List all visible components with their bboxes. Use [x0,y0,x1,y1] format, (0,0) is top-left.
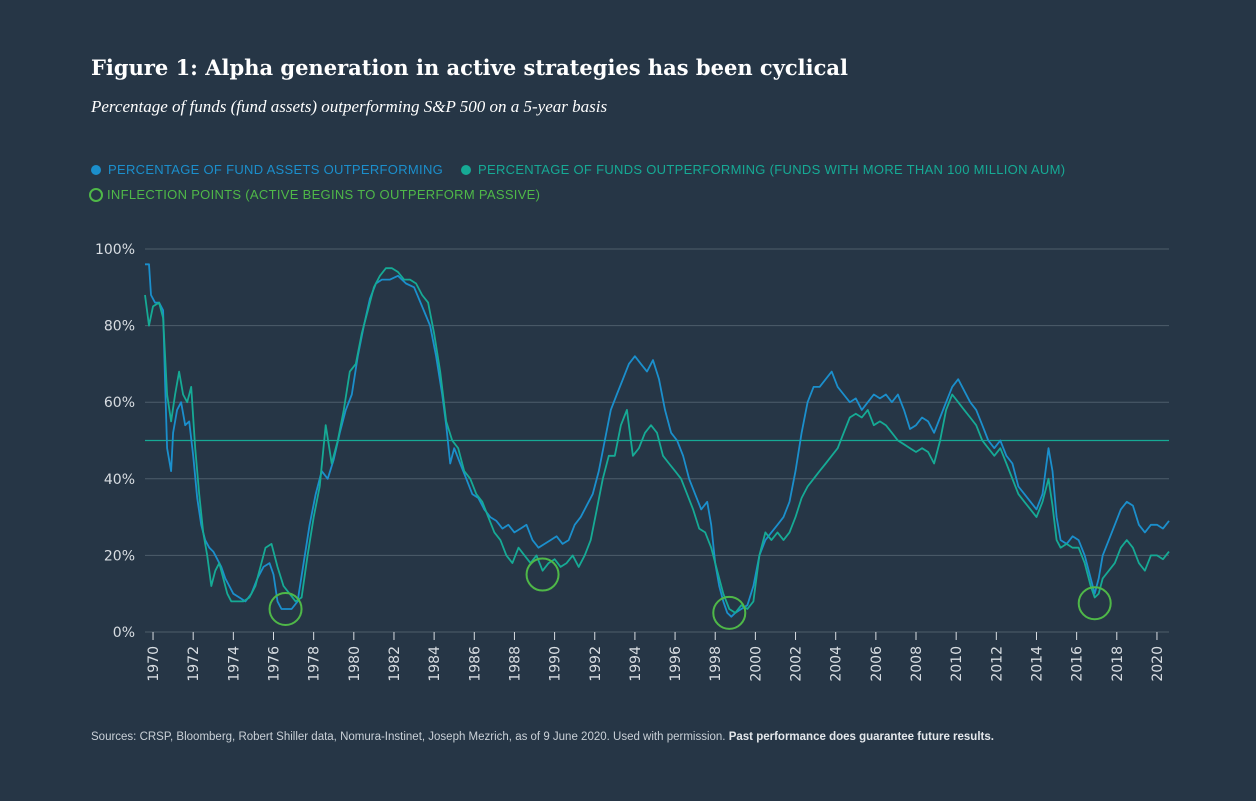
x-tick-label: 2004 [829,646,845,682]
chart-subtitle: Percentage of funds (fund assets) outper… [91,97,608,116]
x-tick-label: 2006 [869,646,885,682]
x-tick-label: 2014 [1029,646,1045,682]
x-tick-label: 1994 [628,646,644,682]
chart-title: Figure 1: Alpha generation in active str… [91,55,849,80]
x-tick-label: 1974 [226,646,242,682]
x-tick-label: 2016 [1070,646,1086,682]
series-line-fund-assets [145,263,1170,618]
x-tick-label: 1978 [307,646,323,682]
legend-marker-inflection [89,187,103,202]
x-tick-label: 1992 [588,646,604,682]
x-tick-label: 2008 [909,646,925,682]
source-text: Sources: CRSP, Bloomberg, Robert Shiller… [91,731,726,743]
x-tick-label: 2020 [1150,646,1166,682]
source-disclaimer: Past performance does guarantee future r… [728,731,994,743]
inflection-point-marker [268,592,303,627]
x-tick-label: 1998 [708,646,724,682]
x-tick-label: 1984 [427,646,443,682]
x-tick-label: 1986 [467,646,483,682]
x-tick-label: 1982 [387,646,403,682]
x-tick-label: 1976 [267,646,283,682]
legend-label-funds: PERCENTAGE OF FUNDS OUTPERFORMING (FUNDS… [478,162,1066,177]
y-tick-label: 40% [104,472,135,488]
legend-item-inflection: INFLECTION POINTS (ACTIVE BEGINS TO OUTP… [89,187,540,202]
legend-marker-funds [461,164,471,175]
inflection-point-marker [1077,586,1112,621]
x-tick-label: 1990 [548,646,564,682]
x-tick-label: 1970 [146,646,162,682]
y-tick-label: 20% [104,548,135,564]
inflection-point-marker [525,557,560,592]
x-tick-label: 1972 [186,646,202,682]
legend-marker-assets [91,164,101,175]
legend-item-funds: PERCENTAGE OF FUNDS OUTPERFORMING (FUNDS… [461,162,1065,177]
x-tick-label: 1980 [347,646,363,682]
x-tick-label: 2010 [949,646,965,682]
x-tick-label: 2002 [789,646,805,682]
source-note: Sources: CRSP, Bloomberg, Robert Shiller… [91,731,994,743]
y-tick-label: 0% [113,625,135,641]
series-line-funds-over-100m [144,267,1170,614]
x-tick-label: 1988 [507,646,523,682]
x-tick-label: 1996 [668,646,684,682]
y-tick-label: 80% [104,319,135,335]
y-tick-label: 100% [95,242,135,258]
x-tick-label: 2012 [989,646,1005,682]
inflection-point-marker [712,595,747,630]
y-tick-label: 60% [104,395,135,411]
legend-label-assets: PERCENTAGE OF FUND ASSETS OUTPERFORMING [108,162,444,177]
x-tick-label: 2000 [748,646,764,682]
legend-item-assets: PERCENTAGE OF FUND ASSETS OUTPERFORMING [91,162,443,177]
legend-label-inflection: INFLECTION POINTS (ACTIVE BEGINS TO OUTP… [107,187,541,202]
x-tick-label: 2018 [1110,646,1126,682]
